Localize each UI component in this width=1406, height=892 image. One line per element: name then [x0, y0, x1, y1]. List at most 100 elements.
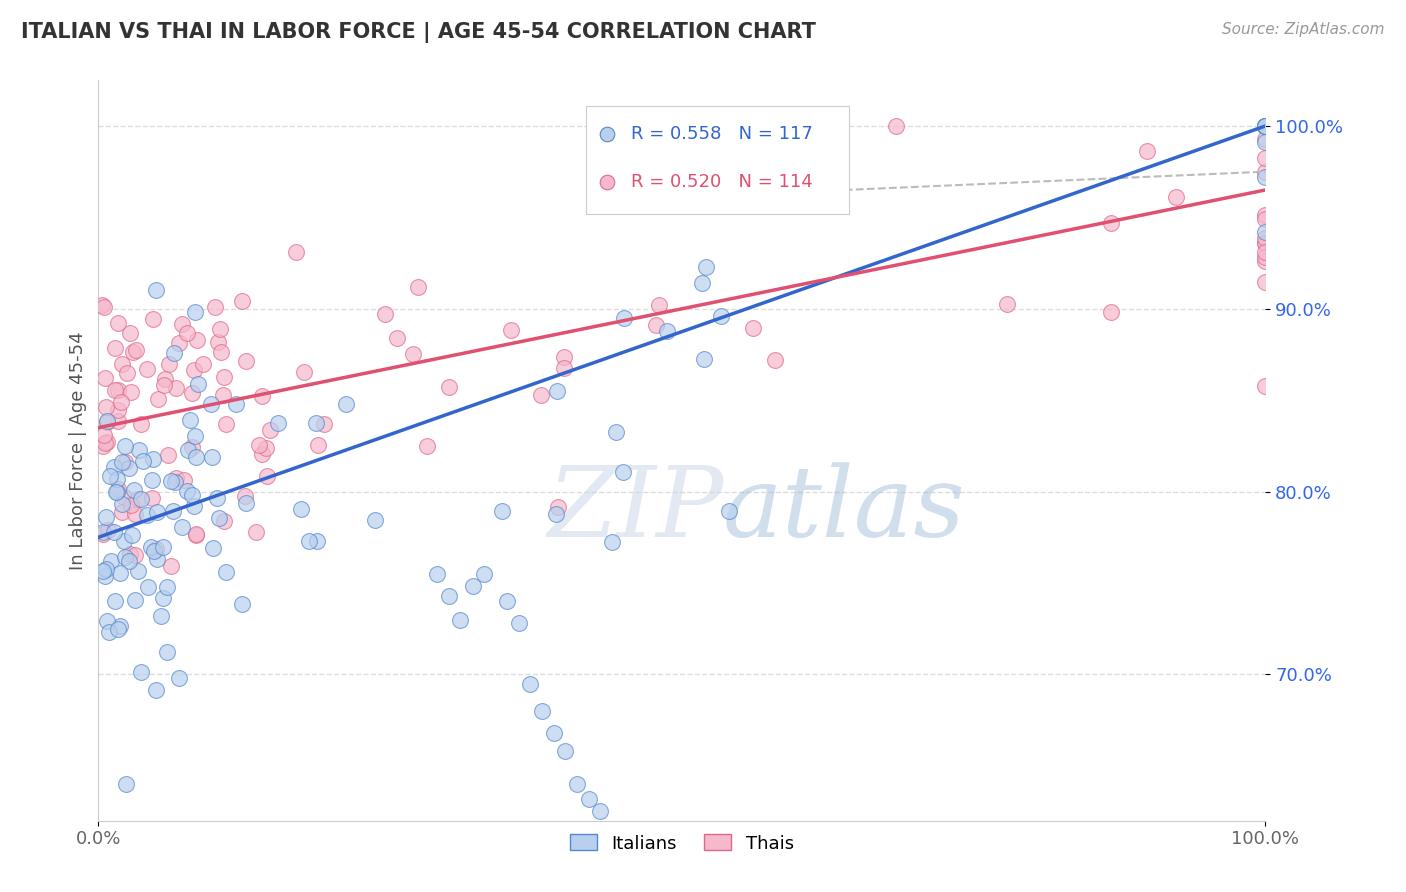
- Point: [156, 448, 179, 462]
- Point: [110, 566, 132, 580]
- Point: [207, 491, 229, 505]
- Point: [1136, 144, 1159, 158]
- Point: [605, 425, 627, 439]
- Point: [249, 438, 271, 452]
- Point: [596, 251, 619, 265]
- Point: [742, 321, 765, 335]
- Point: [127, 564, 149, 578]
- Point: [1254, 165, 1277, 179]
- Point: [125, 343, 148, 357]
- Point: [1254, 119, 1277, 133]
- Point: [1254, 151, 1277, 165]
- Point: [131, 665, 153, 679]
- Point: [250, 447, 273, 461]
- Y-axis label: In Labor Force | Age 45-54: In Labor Force | Age 45-54: [69, 331, 87, 570]
- Point: [107, 414, 129, 428]
- Point: [259, 423, 281, 437]
- Point: [115, 367, 138, 381]
- Point: [183, 363, 205, 377]
- Point: [105, 472, 128, 486]
- Point: [1254, 119, 1277, 133]
- Point: [146, 552, 169, 566]
- Point: [692, 351, 714, 366]
- Point: [207, 334, 229, 349]
- Text: R = 0.558   N = 117: R = 0.558 N = 117: [630, 125, 813, 143]
- Point: [256, 469, 278, 483]
- Point: [449, 613, 471, 627]
- Point: [231, 294, 253, 309]
- Point: [472, 566, 495, 581]
- Point: [212, 370, 235, 384]
- Point: [146, 505, 169, 519]
- Point: [491, 504, 513, 518]
- Point: [145, 683, 167, 698]
- Point: [163, 475, 186, 489]
- Text: Source: ZipAtlas.com: Source: ZipAtlas.com: [1222, 22, 1385, 37]
- Point: [141, 474, 163, 488]
- Point: [613, 311, 636, 326]
- Point: [307, 438, 329, 452]
- Point: [647, 298, 669, 312]
- Point: [93, 569, 115, 583]
- Point: [508, 616, 530, 631]
- Point: [91, 526, 114, 541]
- Point: [589, 805, 612, 819]
- Point: [142, 451, 165, 466]
- Point: [374, 307, 396, 321]
- Point: [114, 777, 136, 791]
- Point: [578, 791, 600, 805]
- Point: [250, 388, 273, 402]
- Point: [314, 417, 336, 432]
- Point: [1254, 119, 1277, 133]
- Point: [225, 397, 247, 411]
- Point: [1254, 208, 1277, 222]
- Point: [710, 309, 733, 323]
- Point: [112, 533, 135, 548]
- Point: [602, 534, 624, 549]
- Point: [132, 454, 155, 468]
- Point: [530, 704, 553, 718]
- Point: [184, 305, 207, 319]
- Point: [204, 301, 226, 315]
- Point: [96, 510, 118, 524]
- Point: [96, 414, 118, 428]
- Point: [94, 401, 117, 415]
- Point: [657, 324, 679, 338]
- Point: [114, 550, 136, 565]
- Point: [1254, 119, 1277, 133]
- Point: [124, 507, 146, 521]
- Point: [157, 357, 180, 371]
- Point: [235, 496, 257, 510]
- Point: [1254, 136, 1277, 150]
- Point: [167, 671, 190, 685]
- Point: [156, 580, 179, 594]
- Point: [187, 377, 209, 392]
- Point: [135, 508, 157, 522]
- Point: [111, 497, 134, 511]
- Point: [1254, 119, 1277, 133]
- Point: [181, 386, 204, 401]
- Point: [1254, 225, 1277, 239]
- Point: [612, 465, 634, 479]
- Point: [546, 507, 568, 521]
- Legend: Italians, Thais: Italians, Thais: [562, 827, 801, 860]
- Point: [96, 435, 118, 450]
- Point: [215, 566, 238, 580]
- Point: [117, 553, 139, 567]
- Point: [1254, 119, 1277, 133]
- Point: [124, 593, 146, 607]
- Point: [554, 744, 576, 758]
- Point: [176, 484, 198, 499]
- Point: [211, 388, 233, 402]
- Point: [96, 614, 118, 628]
- Point: [111, 357, 134, 371]
- Point: [499, 323, 522, 337]
- Point: [121, 527, 143, 541]
- Point: [141, 491, 163, 506]
- Point: [193, 357, 215, 371]
- Point: [104, 384, 127, 398]
- Point: [93, 428, 115, 442]
- Point: [104, 341, 127, 355]
- Point: [111, 505, 134, 519]
- Point: [245, 524, 267, 539]
